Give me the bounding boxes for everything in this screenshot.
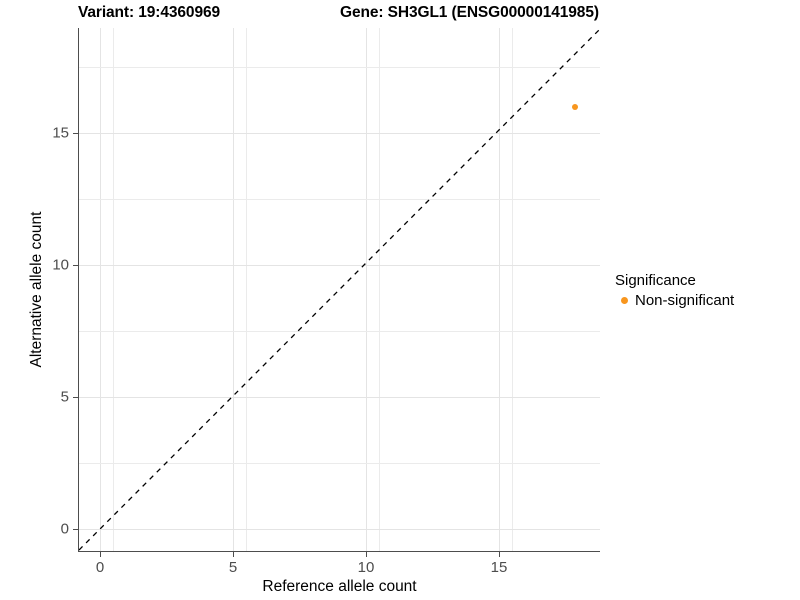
y-axis-line	[78, 28, 80, 552]
gridline-minor-vertical	[113, 28, 114, 551]
x-axis-tick	[100, 552, 101, 557]
gridline-major-vertical	[233, 28, 234, 551]
y-axis-tick-label: 15	[52, 124, 69, 142]
gridline-minor-vertical	[246, 28, 247, 551]
x-axis-tick	[499, 552, 500, 557]
chart-title-row: Variant: 19:4360969 Gene: SH3GL1 (ENSG00…	[0, 4, 620, 26]
plot-panel	[79, 28, 600, 551]
legend-key	[615, 291, 633, 309]
gridline-minor-horizontal	[79, 331, 600, 332]
gridline-major-horizontal	[79, 397, 600, 398]
x-axis-line	[78, 551, 600, 553]
x-axis-tick-label: 15	[490, 559, 508, 576]
y-axis-tick	[73, 397, 78, 398]
y-axis-title: Alternative allele count	[28, 211, 45, 368]
x-axis-tick	[366, 552, 367, 557]
gridline-major-vertical	[100, 28, 101, 551]
legend-dot-icon	[620, 296, 628, 304]
x-axis-tick-label: 5	[228, 559, 238, 576]
gridline-major-horizontal	[79, 529, 600, 530]
gridline-minor-horizontal	[79, 67, 600, 68]
x-axis-tick	[233, 552, 234, 557]
gridline-minor-vertical	[379, 28, 380, 551]
y-axis-tick-label: 10	[52, 256, 69, 274]
gridline-major-vertical	[366, 28, 367, 551]
gridline-minor-horizontal	[79, 199, 600, 200]
legend: Significance Non-significant	[615, 272, 795, 309]
data-point[interactable]	[572, 104, 578, 110]
legend-title: Significance	[615, 272, 696, 289]
reference-line-y-equals-x	[79, 28, 600, 551]
gridline-major-horizontal	[79, 265, 600, 266]
y-axis-tick	[73, 529, 78, 530]
gridline-minor-vertical	[512, 28, 513, 551]
x-axis-tick-label: 10	[357, 559, 375, 576]
legend-item-non-significant[interactable]: Non-significant	[615, 291, 795, 309]
x-axis-tick-label: 0	[95, 559, 105, 576]
gridline-major-horizontal	[79, 133, 600, 134]
gridline-minor-horizontal	[79, 463, 600, 464]
gridline-major-vertical	[499, 28, 500, 551]
x-axis-title: Reference allele count	[262, 578, 417, 595]
gene-title: Gene: SH3GL1 (ENSG00000141985)	[340, 4, 599, 21]
y-axis-tick	[73, 265, 78, 266]
variant-title: Variant: 19:4360969	[78, 4, 221, 21]
y-axis-tick-label: 5	[60, 388, 69, 406]
y-axis-tick	[73, 133, 78, 134]
legend-item-label: Non-significant	[635, 291, 735, 309]
y-axis-tick-label: 0	[60, 520, 69, 538]
